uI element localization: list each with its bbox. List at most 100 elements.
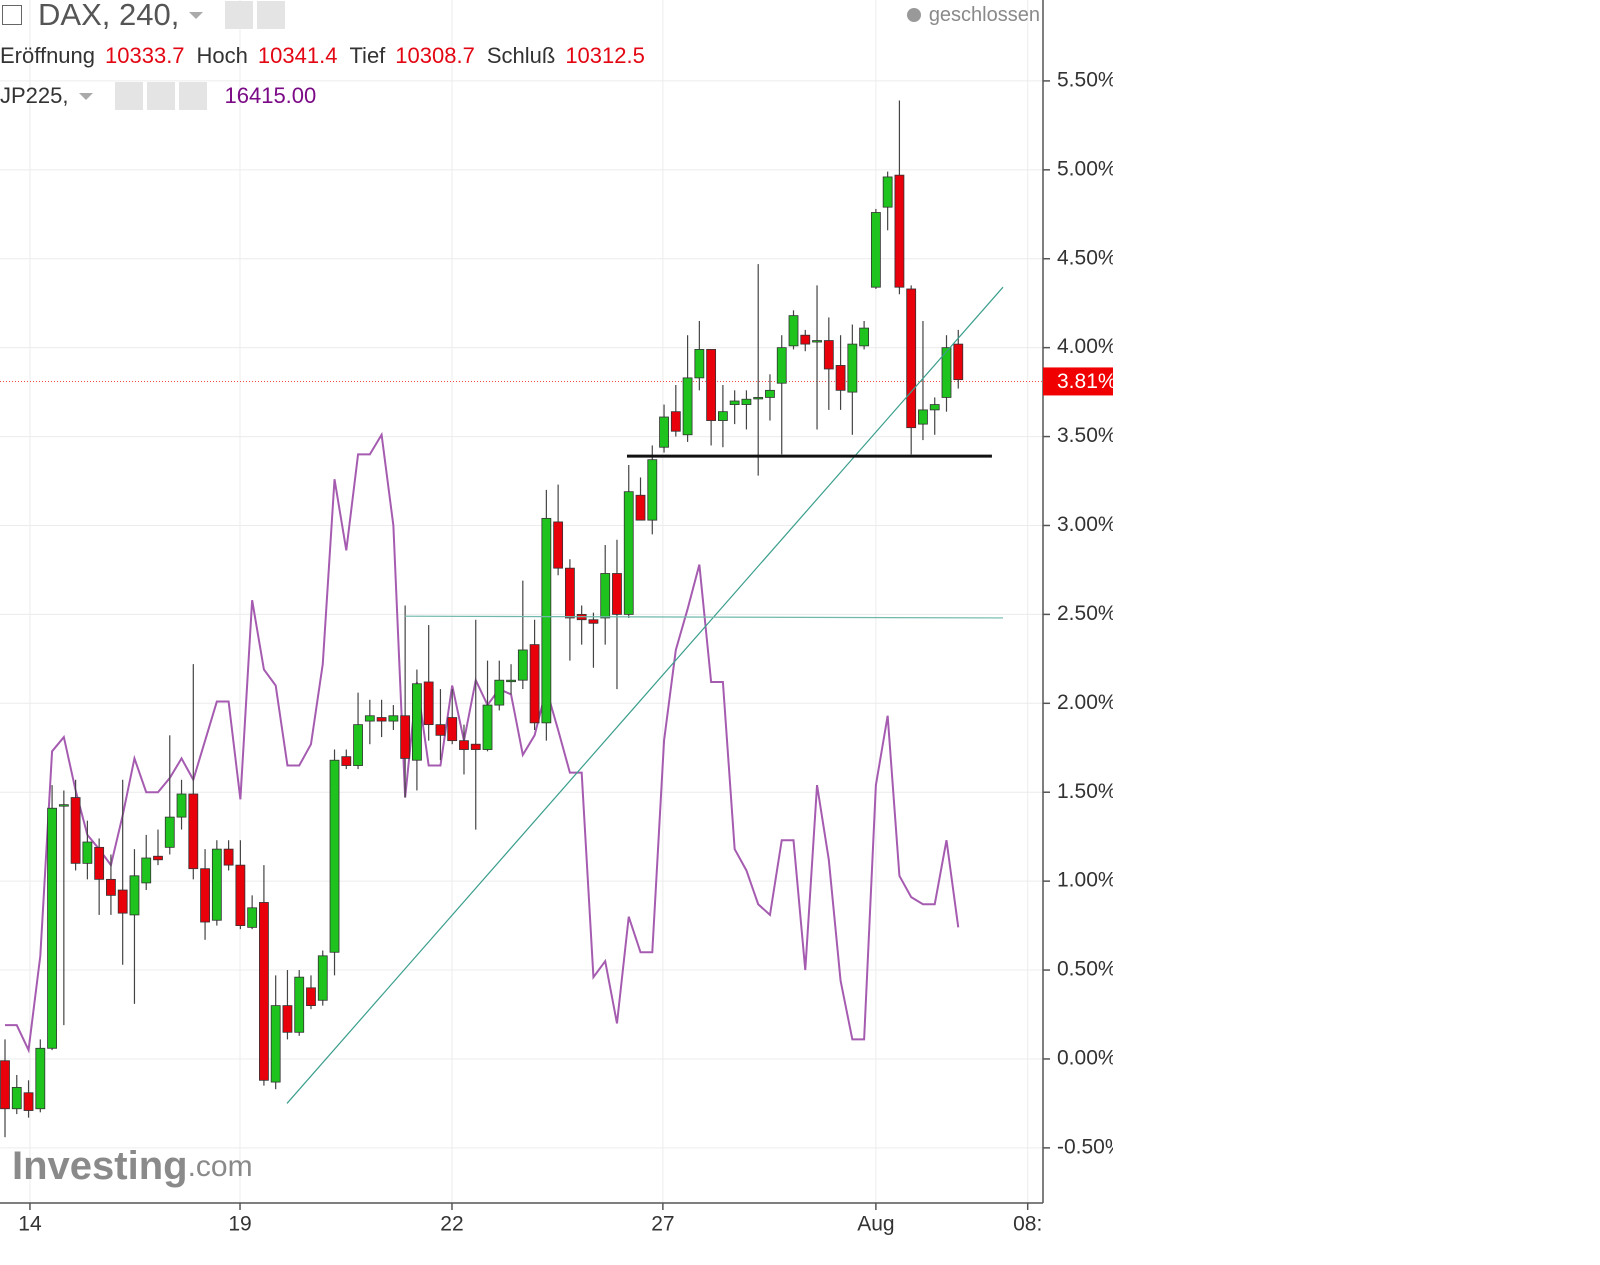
candle-body [400, 715, 411, 759]
symbol-title: DAX, 240, [38, 0, 180, 32]
x-tick-label: 08: [1013, 1213, 1042, 1236]
candle-body [882, 176, 893, 208]
candle-body [435, 724, 446, 736]
ohlc-value: 10312.5 [565, 43, 645, 68]
y-tick-label: 5.50% [1057, 68, 1117, 91]
candle-body [82, 841, 93, 864]
y-tick-label: 3.00% [1057, 513, 1117, 536]
y-tick-label: 2.00% [1057, 691, 1117, 714]
candle-body [306, 987, 316, 1007]
settings-icon[interactable] [257, 1, 286, 29]
dropdown[interactable] [78, 92, 93, 100]
candle-body [553, 521, 564, 569]
candle-body [58, 804, 69, 807]
candle-body [141, 857, 152, 884]
candle-body [364, 715, 375, 722]
candle-body [541, 517, 552, 724]
candle-body [859, 327, 870, 347]
y-tick-label: -0.50% [1057, 1135, 1124, 1158]
candle-body [388, 715, 399, 722]
ohlc-label: Eröffnung [0, 43, 96, 68]
candle-body [259, 902, 269, 1081]
candle-body [294, 976, 305, 1033]
status-text: geschlossen [928, 3, 1040, 26]
candle-body [223, 848, 234, 866]
candle-body [482, 704, 493, 750]
candle-body [670, 411, 681, 432]
candle-body [612, 573, 622, 615]
candle-body [106, 878, 116, 896]
candle-body [247, 907, 258, 928]
ohlc-value: 10341.4 [257, 43, 338, 68]
candle-body [682, 377, 693, 436]
compare-value: 16415.00 [224, 83, 317, 108]
last-price-label: 3.81% [1057, 370, 1117, 393]
ohlc-label: Tief [349, 43, 386, 68]
compare-line [5, 431, 960, 1054]
candle-body [717, 411, 728, 421]
candle-body [729, 400, 740, 405]
candle-body [588, 619, 599, 624]
candle-body [623, 491, 634, 615]
y-tick-label: 0.50% [1057, 958, 1117, 981]
candle-body [117, 889, 128, 914]
candle-body [35, 1047, 46, 1110]
candle-body [635, 494, 646, 521]
close-icon[interactable] [178, 82, 207, 110]
watermark: Investing.com [12, 1144, 253, 1188]
candle-body [517, 649, 528, 681]
candle-body [776, 347, 787, 384]
candle-body [23, 1092, 34, 1111]
compare-name: JP225, [0, 83, 69, 108]
candle-body [694, 349, 705, 379]
eye-icon[interactable] [225, 1, 254, 29]
eye-icon[interactable] [114, 82, 143, 110]
candle-body [317, 955, 328, 1001]
status-dot [906, 8, 921, 22]
watermark-suffix: .com [188, 1150, 253, 1183]
candle-body [847, 343, 858, 393]
settings-icon[interactable] [146, 82, 175, 110]
watermark-main: Investing [12, 1144, 188, 1188]
candle-body [753, 397, 764, 400]
candle-body [470, 743, 481, 750]
y-tick-label: 2.50% [1057, 602, 1117, 625]
candle-body [941, 347, 952, 398]
candle-body [11, 1087, 22, 1110]
collapse-icon[interactable] [2, 5, 22, 25]
y-tick-label: 1.50% [1057, 780, 1117, 803]
candle-body [659, 416, 669, 448]
header-row-3: JP225, 16415.00 [0, 82, 316, 110]
candle-body [459, 740, 469, 750]
candle-body [564, 567, 575, 619]
candle-body [329, 759, 340, 953]
candle-body [529, 644, 540, 724]
y-tick-label: 5.00% [1057, 157, 1117, 180]
market-status: geschlossen [906, 3, 1040, 27]
candle-body [353, 724, 363, 766]
candle-body [211, 848, 222, 921]
candle-body [235, 864, 246, 926]
trend-line [286, 286, 1004, 1104]
x-tick-label: 27 [651, 1213, 674, 1236]
candle-body [423, 681, 434, 726]
candle-body [823, 340, 834, 370]
x-tick-label: Aug [857, 1213, 894, 1236]
candle-body [164, 816, 175, 848]
y-tick-label: 3.50% [1057, 424, 1117, 447]
candle-body [741, 398, 752, 405]
candle-body [94, 846, 105, 880]
candle-body [188, 793, 199, 870]
candle-body [706, 349, 717, 421]
candle-body [494, 679, 505, 706]
dropdown[interactable] [189, 11, 204, 19]
candle-body [129, 875, 140, 916]
candle-body [812, 340, 822, 343]
header-row-1: DAX, 240, geschlossen [0, 0, 1040, 32]
y-tick-label: 0.00% [1057, 1047, 1117, 1070]
last-price-box [1043, 367, 1113, 396]
candle-body [47, 807, 57, 1049]
candle-body [70, 797, 81, 864]
candle-body [870, 212, 881, 288]
